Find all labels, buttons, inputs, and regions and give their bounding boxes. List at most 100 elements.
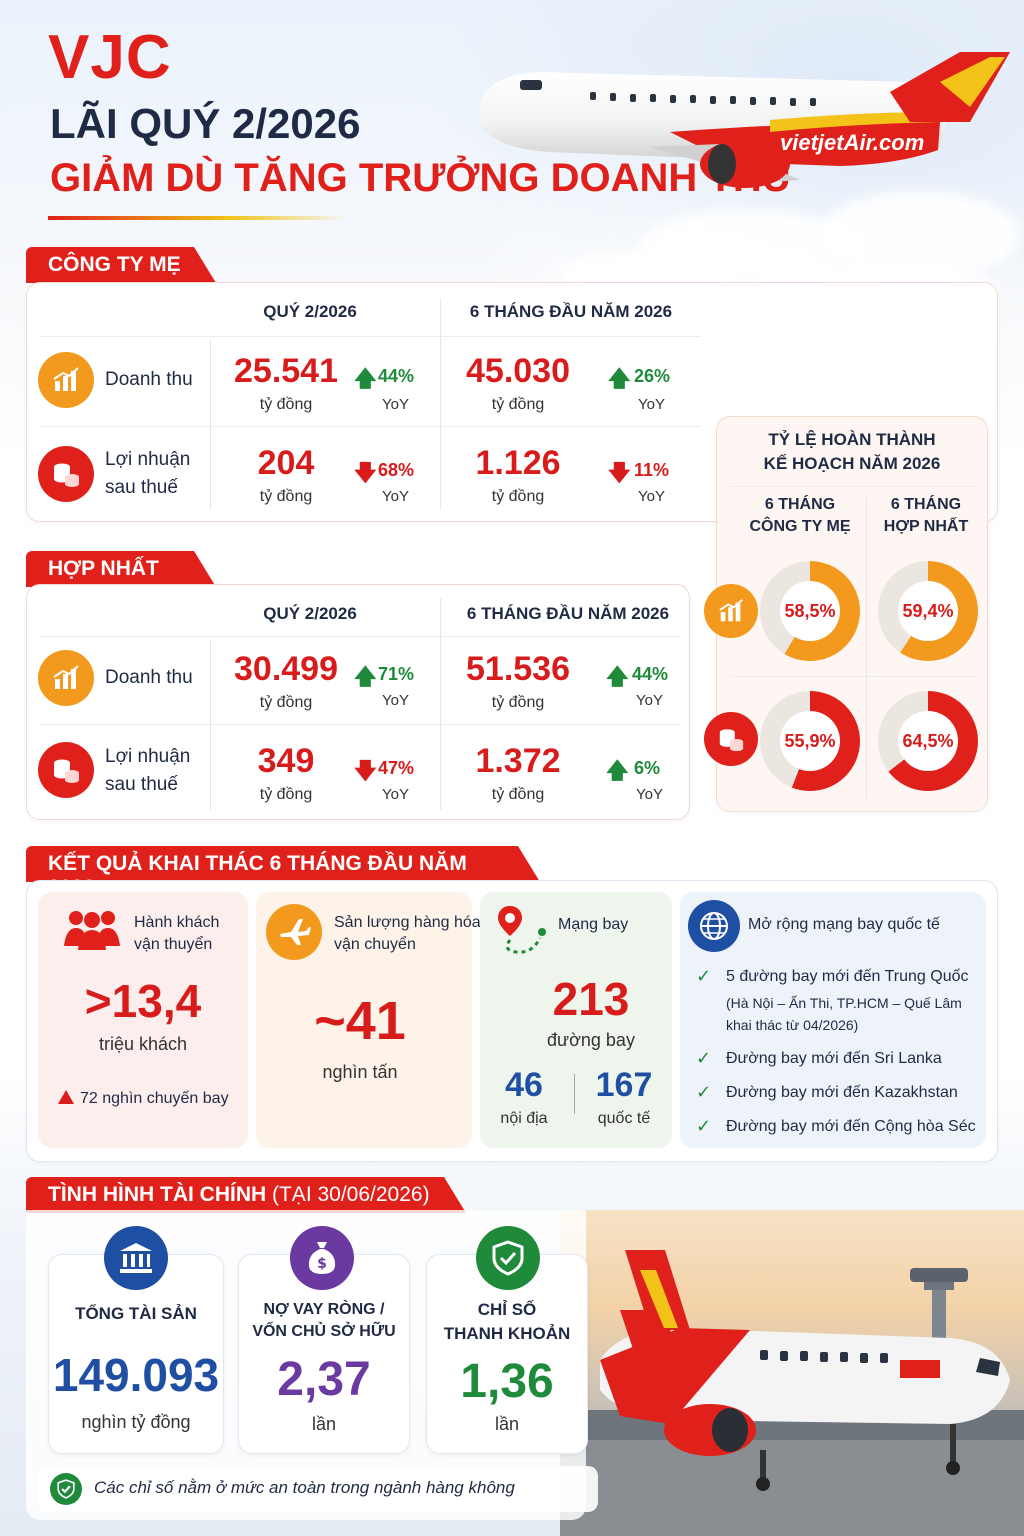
unit-label: tỷ đồng — [491, 786, 545, 803]
divider — [440, 298, 441, 510]
yoy-label: YoY — [382, 396, 409, 413]
passengers-label-2: vận thuyển — [134, 936, 213, 953]
check-icon: ✓ — [696, 1082, 712, 1103]
globe-icon — [688, 900, 740, 952]
up-arrow-icon: 🡅 — [354, 367, 377, 392]
yoy-change: 44% — [378, 366, 415, 386]
revenue-chart-icon — [704, 584, 758, 638]
revenue-chart-icon — [38, 352, 94, 408]
cargo-label-1: Sản lượng hàng hóa — [334, 914, 481, 931]
international-routes-value: 167 — [595, 1066, 653, 1104]
coins-icon — [38, 446, 94, 502]
flights-note: 72 nghìn chuyến bay — [80, 1090, 229, 1107]
cargo-unit: nghìn tấn — [322, 1062, 398, 1082]
yoy-label: YoY — [638, 396, 665, 413]
passengers-label-1: Hành khách — [134, 914, 220, 931]
cargo-value: ~41 — [314, 991, 406, 1051]
down-arrow-icon: 🡇 — [354, 759, 377, 784]
footnote-bar — [38, 1466, 598, 1512]
row-label-revenue: Doanh thu — [105, 369, 193, 390]
headline-line-1: LÃI QUÝ 2/2026 — [50, 100, 361, 147]
shield-check-icon — [50, 1473, 82, 1505]
up-triangle-icon — [58, 1090, 74, 1104]
expansion-item-china-sub1: (Hà Nội – Ấn Thi, TP.HCM – Quế Lâm — [726, 995, 962, 1011]
leverage-label-2: VỐN CHỦ SỞ HỮU — [252, 1323, 396, 1340]
donut-consolidated-revenue: 59,4% — [878, 561, 978, 661]
donut-label: 59,4% — [898, 581, 958, 641]
donut-parent-revenue: 58,5% — [760, 561, 860, 661]
plan-col1-line1: 6 THÁNG — [764, 496, 836, 513]
divider — [40, 724, 680, 725]
money-bag-icon: $ — [290, 1226, 354, 1290]
section-tab-parent: CÔNG TY MẸ — [26, 247, 216, 283]
cons-h1-profit-value: 1.372 — [475, 742, 561, 780]
shield-check-icon — [476, 1226, 540, 1290]
expansion-title: Mở rộng mạng bay quốc tế — [748, 916, 940, 933]
airport-photo-background — [560, 1210, 1024, 1536]
row-label-profit: Lợi nhuận — [105, 746, 191, 767]
coins-icon — [38, 742, 94, 798]
liquidity-label-2: THANH KHOẢN — [443, 1324, 571, 1343]
check-icon: ✓ — [696, 1048, 712, 1069]
plan-col2-line2: HỢP NHẤT — [883, 518, 969, 535]
yoy-change: 71% — [378, 664, 415, 684]
total-assets-value: 149.093 — [52, 1349, 220, 1401]
divider — [40, 336, 700, 337]
section-tab-finance: TÌNH HÌNH TÀI CHÍNH (TẠI 30/06/2026) — [26, 1177, 466, 1213]
liquidity-label-1: CHỈ SỐ — [477, 1300, 537, 1319]
unit-label: tỷ đồng — [491, 488, 545, 505]
check-icon: ✓ — [696, 1116, 712, 1137]
liquidity-unit: lần — [494, 1414, 520, 1434]
col-header-half-year: 6 THÁNG ĐẦU NĂM 2026 — [469, 302, 673, 321]
liquidity-value: 1,36 — [460, 1355, 554, 1408]
donut-parent-profit: 55,9% — [760, 691, 860, 791]
unit-label: tỷ đồng — [491, 396, 545, 413]
international-label: quốc tế — [597, 1110, 651, 1127]
bank-icon — [104, 1226, 168, 1290]
parent-h1-profit-value: 1.126 — [475, 444, 561, 482]
donut-label: 58,5% — [780, 581, 840, 641]
yoy-label: YoY — [382, 786, 409, 803]
passengers-icon — [62, 908, 122, 954]
yoy-change: 11% — [634, 460, 670, 480]
donut-label: 64,5% — [898, 711, 958, 771]
route-pin-icon — [496, 904, 552, 964]
finance-tab-title: TÌNH HÌNH TÀI CHÍNH — [48, 1183, 267, 1206]
down-arrow-icon: 🡇 — [608, 461, 631, 486]
donut-consolidated-profit: 64,5% — [878, 691, 978, 791]
plan-col2-line1: 6 THÁNG — [890, 496, 962, 513]
row-label-revenue: Doanh thu — [105, 667, 193, 688]
revenue-chart-icon — [38, 650, 94, 706]
divider — [866, 498, 867, 798]
yoy-label: YoY — [638, 488, 665, 505]
routes-unit: đường bay — [547, 1030, 635, 1050]
row-label-profit-2: sau thuế — [105, 774, 178, 795]
cons-h1-revenue-value: 51.536 — [466, 650, 570, 688]
up-arrow-icon: 🡅 — [606, 665, 629, 690]
yoy-change: 47% — [378, 758, 415, 778]
divider — [574, 1074, 575, 1114]
divider — [440, 598, 441, 810]
divider — [40, 426, 700, 427]
total-assets-label: TỔNG TÀI SẢN — [75, 1304, 197, 1323]
cons-q2-revenue-value: 30.499 — [234, 650, 338, 688]
yoy-label: YoY — [636, 786, 663, 803]
cons-q2-profit-value: 349 — [257, 742, 315, 780]
unit-label: tỷ đồng — [259, 488, 313, 505]
airplane-icon — [266, 904, 322, 960]
row-label-profit-2: sau thuế — [105, 477, 178, 498]
airport-plane-illustration — [560, 1250, 1024, 1536]
total-assets-unit: nghìn tỷ đồng — [81, 1412, 191, 1432]
plan-title-1: TỶ LỆ HOÀN THÀNH — [768, 430, 936, 449]
leverage-unit: lần — [311, 1414, 337, 1434]
divider — [210, 640, 211, 810]
footnote-text: Các chỉ số nằm ở mức an toàn trong ngành… — [94, 1478, 515, 1497]
network-label: Mạng bay — [558, 916, 629, 933]
expansion-item-china: 5 đường bay mới đến Trung Quốc — [726, 968, 969, 985]
parent-h1-revenue-value: 45.030 — [466, 352, 570, 390]
expansion-item-srilanka: Đường bay mới đến Sri Lanka — [726, 1050, 942, 1067]
expansion-item-china-sub2: khai thác từ 04/2026) — [726, 1017, 859, 1033]
leverage-label-1: NỢ VAY RÒNG / — [263, 1301, 385, 1318]
divider — [730, 486, 976, 487]
down-arrow-icon: 🡇 — [354, 461, 377, 486]
